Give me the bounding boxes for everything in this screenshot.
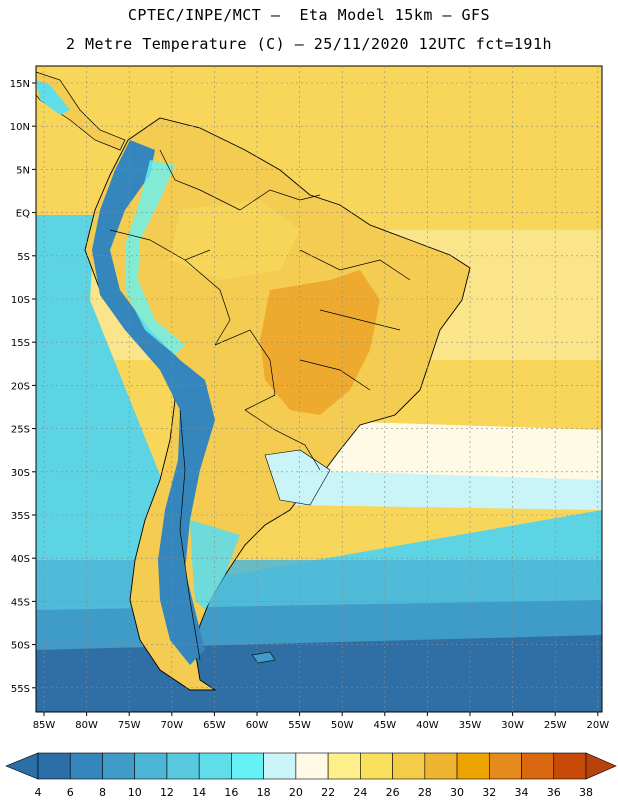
border-brazil-states-3 [299,359,371,391]
colorbar-label: 8 [99,786,106,799]
lat-label: 20S [11,381,30,392]
border-guianas [239,189,321,211]
lat-label: 30S [11,468,30,479]
lat-label: 45S [11,597,30,608]
colorbar-label: 34 [515,786,529,799]
colorbar-right-arrow [585,752,617,780]
lon-label: 70W [160,720,183,731]
lat-label: 5N [16,165,30,176]
lat-label: 25S [11,425,30,436]
ocean-cool-band [290,470,602,510]
colorbar-label: 16 [224,786,238,799]
map-subtitle: 2 Metre Temperature (C) – 25/11/2020 12U… [65,35,553,53]
colorbar-label: 14 [192,786,206,799]
colorbar-swatch [231,752,264,780]
lon-label: 35W [459,720,482,731]
colorbar-label: 36 [547,786,561,799]
colorbar-label: 12 [160,786,174,799]
lat-label: 55S [11,684,30,695]
border-colombia-peru [109,229,211,261]
longitude-labels: 85W 80W 75W 70W 65W 60W 55W 50W 45W 40W 35W 30W 25W 2… [33,720,610,731]
colorbar-label: 38 [579,786,593,799]
lat-label: 35S [11,511,30,522]
lon-label: 75W [118,720,141,731]
central-america-mountains [36,80,70,115]
lat-label: 10S [11,295,30,306]
lat-label: 50S [11,641,30,652]
andes-foothills [125,160,185,355]
colorbar-label: 6 [67,786,74,799]
border-chile-argentina [179,409,201,661]
colorbar-label: 22 [321,786,335,799]
lon-label: 55W [288,720,311,731]
central-america-land [36,71,126,151]
colorbar-swatch [69,752,103,780]
colorbar-swatch [456,752,490,780]
colorbar-swatch [327,752,361,780]
lon-label: 40W [416,720,439,731]
colorbar-label: 18 [257,786,271,799]
colorbar-left-arrow [5,752,39,780]
colorbar-swatch [424,752,458,780]
colorbar-label: 4 [35,786,42,799]
colorbar-label: 24 [353,786,367,799]
map-frame [35,65,603,713]
colorbar-swatch [553,752,587,780]
colorbar-swatch [134,752,168,780]
colorbar-swatch [166,752,200,780]
lon-label: 30W [501,720,524,731]
lon-label: 60W [246,720,269,731]
country-borders [109,149,411,661]
colorbar-swatch [360,752,393,780]
patagonia-cool [190,520,240,610]
map-title: CPTEC/INPE/MCT – Eta Model 15km – GFS [127,6,491,24]
colorbar-swatch [295,752,329,780]
colorbar-swatch [488,752,522,780]
lon-label: 85W [33,720,56,731]
colorbar-swatch [392,752,426,780]
colorbar-label: 28 [418,786,432,799]
falkland-islands [251,651,276,664]
border-brazil-states-2 [319,309,401,331]
southern-brazil-cool [264,449,331,506]
latitude-labels: 15N 10N 5N EQ 5S 10S 15S 20S 25S 30S 35S 40S 45S 50S 5… [10,79,30,695]
border-bolivia [214,329,276,411]
lat-label: 15N [10,79,30,90]
colorbar-label: 10 [128,786,142,799]
lat-label: 5S [17,252,30,263]
lat-label: 40S [11,554,30,565]
brazil-hot-interior [260,270,380,415]
colorbar-label: 26 [386,786,400,799]
colorbar-swatch [198,752,232,780]
lat-label: 10N [10,122,30,133]
colorbar-label: 20 [289,786,303,799]
lon-label: 20W [586,720,609,731]
border-brazil-states-1 [299,249,411,281]
map-field [36,66,602,712]
colorbar-swatch [521,752,555,780]
colorbar: 4 6 8 10 12 14 16 18 20 22 24 26 28 30 32 34 36 38 [5,752,617,799]
border-colombia-venezuela [159,149,241,211]
border-argentina-paraguay [244,409,321,471]
colorbar-label: 32 [482,786,496,799]
lon-label: 45W [373,720,396,731]
lat-label: EQ [16,209,30,220]
lon-label: 80W [75,720,98,731]
border-peru-brazil [184,259,231,346]
colorbar-swatch [37,752,71,780]
lon-label: 25W [544,720,567,731]
lon-label: 65W [203,720,226,731]
colorbar-label: 30 [450,786,464,799]
colorbar-swatch [263,752,297,780]
colorbar-swatch [102,752,136,780]
amazon-warm-area [170,200,300,280]
andes-mountains [92,140,215,665]
graticule [32,66,602,716]
lon-label: 50W [331,720,354,731]
lat-label: 15S [11,338,30,349]
